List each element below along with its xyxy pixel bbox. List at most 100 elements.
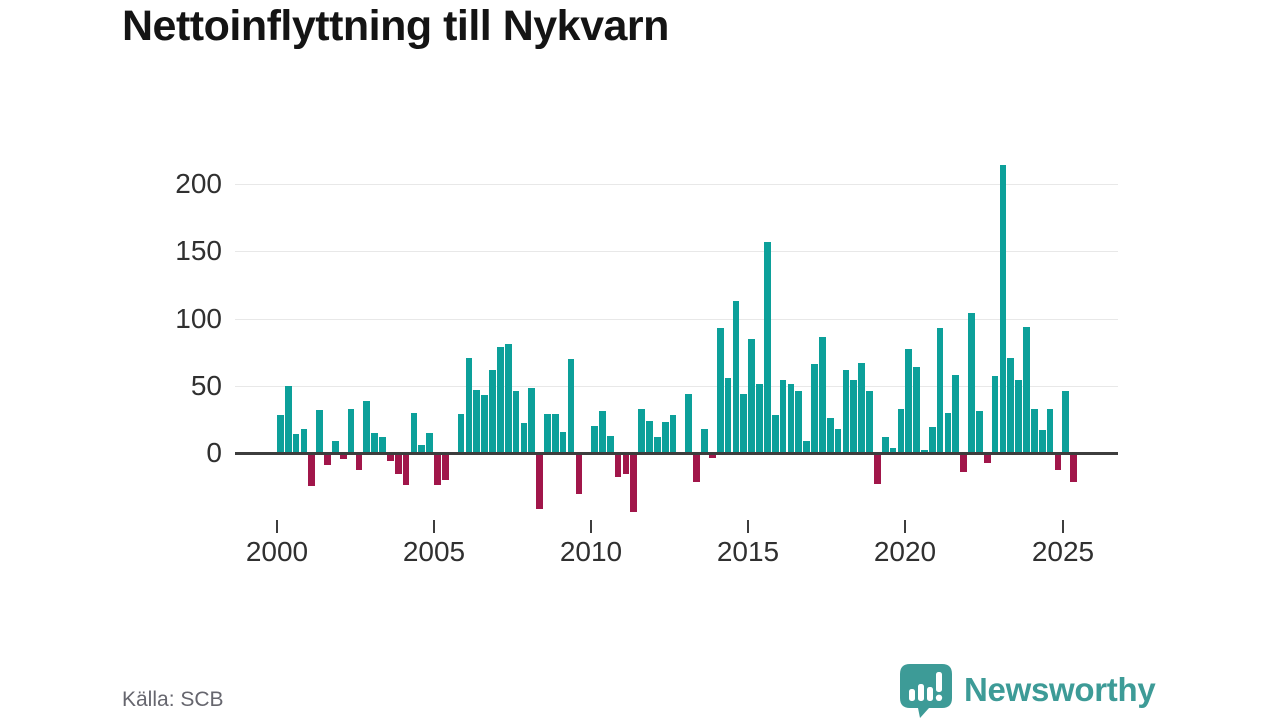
bar [1046, 408, 1054, 453]
x-tick [276, 520, 278, 533]
bar [716, 327, 724, 453]
bar [355, 454, 363, 471]
bar [1038, 430, 1046, 453]
bar [434, 454, 441, 485]
bar [559, 431, 567, 453]
bar [504, 344, 512, 453]
newsworthy-logo-icon [900, 664, 952, 718]
bar [740, 393, 748, 453]
x-tick [1062, 520, 1064, 533]
bar [1062, 391, 1070, 453]
bar [496, 346, 504, 453]
bar [787, 384, 795, 453]
bar [1023, 326, 1030, 453]
bar [300, 428, 308, 453]
bar [457, 414, 465, 453]
bar [536, 454, 543, 510]
newsworthy-logo: Newsworthy [897, 661, 1156, 719]
bar [551, 414, 559, 453]
y-tick-label: 150 [175, 235, 222, 266]
bar [622, 454, 630, 475]
zero-axis-line [235, 452, 1118, 455]
bar [944, 412, 952, 453]
bar [599, 411, 606, 453]
bar [441, 454, 449, 480]
bar [936, 327, 944, 453]
bar [654, 436, 661, 453]
bar [332, 440, 339, 453]
bar [976, 411, 983, 453]
source-label: Källa: SCB [122, 688, 224, 711]
bar [803, 440, 810, 453]
bar [339, 454, 347, 460]
bar [606, 435, 614, 453]
gridline [235, 319, 1118, 320]
bar [724, 377, 732, 453]
bar [292, 434, 300, 453]
bar [544, 414, 551, 453]
bar [983, 454, 991, 464]
bar [410, 412, 418, 453]
bar [669, 415, 677, 453]
bar [371, 432, 378, 453]
x-tick [747, 520, 749, 533]
bar [756, 384, 763, 453]
bar [363, 400, 371, 453]
bar [284, 385, 292, 454]
bar [379, 436, 386, 453]
gridline [235, 184, 1118, 185]
x-tick [590, 520, 592, 533]
bar [968, 313, 975, 453]
x-tick-label: 2015 [716, 536, 780, 567]
bar [928, 427, 936, 453]
bar [520, 423, 528, 453]
bar [897, 408, 905, 453]
x-tick [433, 520, 435, 533]
bar [567, 358, 575, 453]
bar [1007, 357, 1015, 453]
bar [324, 454, 331, 465]
bar [685, 393, 693, 453]
bar [952, 375, 960, 453]
bar [638, 408, 646, 453]
newsworthy-logo-text: Newsworthy [964, 671, 1156, 708]
y-tick-label: 0 [206, 437, 222, 468]
bar [960, 454, 968, 472]
bar [826, 418, 834, 453]
bar [473, 389, 481, 453]
y-tick-label: 200 [175, 168, 222, 199]
bar [921, 450, 928, 453]
bar [999, 165, 1007, 453]
bar [614, 454, 622, 477]
bar [732, 301, 740, 453]
bar [394, 454, 402, 475]
bar [858, 362, 865, 453]
bar [701, 428, 708, 453]
bar [630, 454, 638, 512]
bar [489, 369, 496, 453]
bar [873, 454, 881, 484]
bar [1054, 454, 1062, 471]
x-tick [904, 520, 906, 533]
bar [889, 447, 897, 453]
bar [591, 426, 598, 453]
bar [277, 415, 284, 453]
bar [850, 380, 858, 453]
gridline [235, 386, 1118, 387]
x-tick-label: 2025 [1031, 536, 1095, 567]
bar [834, 428, 842, 453]
x-tick-label: 2000 [245, 536, 309, 567]
bar [347, 408, 355, 453]
bar [866, 391, 873, 453]
bar [661, 422, 669, 453]
bar [402, 454, 410, 485]
chart-title: Nettoinflyttning till Nykvarn [122, 2, 669, 50]
bar [818, 337, 826, 453]
bar [418, 444, 426, 453]
y-tick-label: 50 [190, 370, 222, 401]
bar [387, 454, 394, 461]
x-tick-label: 2005 [402, 536, 466, 567]
bar [991, 376, 999, 453]
